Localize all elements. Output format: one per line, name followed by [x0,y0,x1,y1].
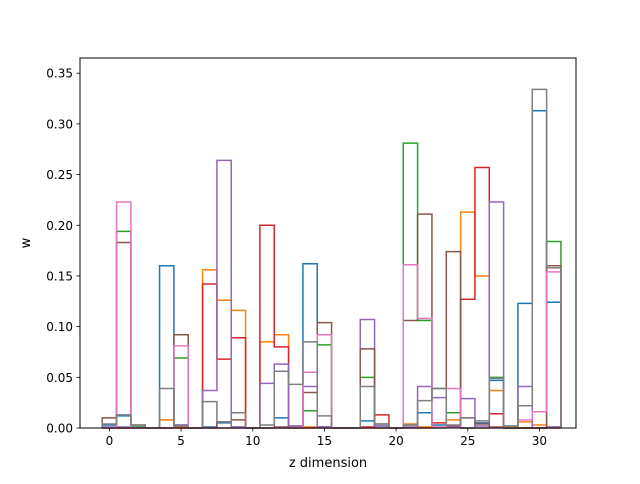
y-tick-label: 0.25 [46,168,73,182]
y-tick-label: 0.00 [46,422,73,436]
x-tick-label: 25 [460,434,475,448]
x-axis: 0 5 10 15 20 25 30 [106,428,547,448]
x-tick-label: 5 [177,434,185,448]
x-tick-label: 0 [106,434,114,448]
y-tick-label: 0.05 [46,371,73,385]
x-tick-label: 15 [317,434,332,448]
y-tick-label: 0.20 [46,219,73,233]
plot-frame [79,57,577,429]
x-tick-label: 20 [388,434,403,448]
y-tick-label: 0.35 [46,67,73,81]
y-tick-label: 0.10 [46,320,73,334]
y-axis-label: w [19,237,34,248]
x-axis-label: z dimension [289,456,367,471]
y-tick-label: 0.15 [46,269,73,283]
x-tick-label: 30 [532,434,547,448]
x-tick-label: 10 [245,434,260,448]
series-8-steps [101,88,562,429]
y-tick-label: 0.30 [46,117,73,131]
y-axis: 0.00 0.05 0.10 0.15 0.20 0.25 0.30 0.35 [46,67,80,436]
